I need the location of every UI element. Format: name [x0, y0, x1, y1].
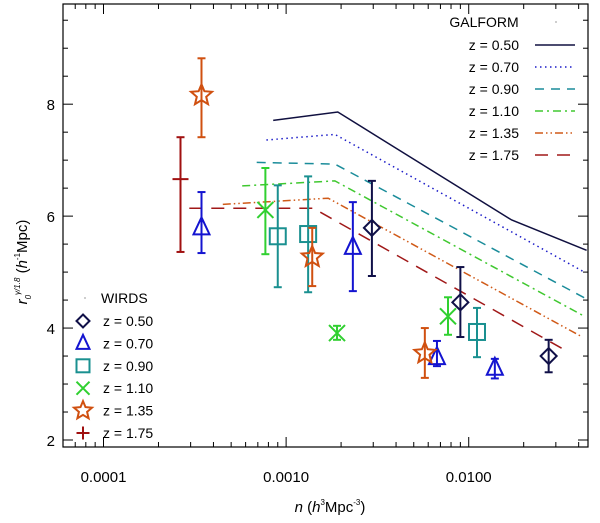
galform-legend-label: z = 1.75 [469, 147, 519, 163]
y-axis-h-exp: -1 [13, 252, 22, 260]
wirds-point [188, 57, 215, 139]
square-marker [75, 358, 91, 374]
galform-legend-label: z = 0.50 [469, 37, 519, 53]
wirds-point [450, 266, 470, 339]
triangle-marker [427, 344, 447, 366]
x-marker [328, 324, 346, 342]
wirds-point [256, 166, 275, 256]
x-axis-paren: ( [303, 499, 312, 516]
galform-line-110 [242, 180, 585, 317]
wirds-point [268, 184, 287, 289]
y-tick-label: 2 [47, 433, 55, 450]
data-points [172, 57, 559, 380]
x-marker [256, 201, 275, 219]
legend-dot [555, 21, 557, 23]
diamond-marker [450, 292, 470, 312]
y-tick-label: 6 [47, 209, 55, 226]
wirds-point [343, 201, 363, 293]
y-axis-h: h [14, 260, 31, 268]
wirds-legend-label: z = 1.10 [103, 380, 153, 396]
galform-line-135 [222, 197, 583, 338]
wirds-point [299, 226, 326, 288]
galform-legend-label: z = 0.70 [469, 59, 519, 75]
star-marker [299, 243, 326, 269]
galform-legend-label: z = 1.35 [469, 125, 519, 141]
wirds-point [539, 338, 559, 374]
model-lines [189, 111, 587, 351]
star-marker [188, 81, 215, 107]
square-marker [467, 322, 486, 341]
wirds-point [467, 306, 486, 359]
y-axis-var: r [14, 298, 31, 304]
x-axis-title: n (h3Mpc-3) [295, 498, 366, 516]
diamond-marker [539, 346, 559, 366]
wirds-point [411, 327, 438, 379]
wirds-point [427, 339, 447, 368]
y-tick-label: 8 [47, 97, 55, 114]
wirds-legend-label: z = 0.50 [103, 313, 153, 329]
legends: GALFORM z = 0.50 z = 0.70 z = 0.90 z = 1.10 z… [71, 14, 575, 441]
axis-ticks: 0.0001 0.0010 0.0100 2 4 6 8 [47, 4, 588, 486]
wirds-point [485, 355, 505, 380]
x-tick-label: 0.0010 [263, 469, 309, 486]
wirds-point [328, 324, 346, 342]
wirds-point [439, 296, 457, 336]
wirds-legend-title: WIRDS [101, 290, 148, 306]
x-axis-h-exp: 3 [320, 498, 325, 507]
wirds-legend-label: z = 1.75 [103, 425, 153, 441]
x-marker [439, 307, 457, 326]
wirds-legend-label: z = 0.70 [103, 335, 153, 351]
plot-frame [62, 3, 589, 448]
triangle-marker [191, 214, 212, 236]
wirds-point [299, 175, 318, 294]
triangle-marker [485, 355, 505, 376]
star-marker [71, 398, 95, 421]
square-marker [268, 227, 287, 246]
x-axis-close: ) [360, 499, 365, 516]
plus-marker [76, 426, 90, 440]
triangle-marker [343, 234, 363, 255]
y-tick-label: 4 [47, 321, 55, 338]
x-tick-label: 0.0100 [446, 469, 492, 486]
x-axis-h: h [312, 499, 320, 516]
diamond-marker [75, 313, 91, 329]
x-axis-var: n [295, 499, 303, 516]
x-axis-unit-exp: -3 [353, 498, 361, 507]
wirds-point [362, 179, 382, 278]
diamond-marker [362, 218, 382, 238]
plus-marker [172, 171, 189, 188]
triangle-marker [74, 332, 92, 350]
x-marker [75, 380, 91, 396]
legend-dot [84, 297, 86, 299]
y-axis-sub: 0 [24, 294, 33, 299]
x-tick-label: 0.0001 [81, 469, 127, 486]
galform-legend-title: GALFORM [449, 14, 518, 30]
x-axis-unit: Mpc [325, 499, 354, 516]
wirds-legend-label: z = 1.35 [103, 403, 153, 419]
wirds-point [191, 191, 212, 255]
y-axis-sup: γ/1.8 [13, 277, 22, 295]
wirds-point [172, 136, 189, 253]
galform-legend-label: z = 0.90 [469, 81, 519, 97]
star-marker [411, 339, 438, 365]
wirds-legend-label: z = 0.90 [103, 358, 153, 374]
y-axis-unit: Mpc [14, 224, 31, 253]
y-axis-title: r0γ/1.8 (h-1Mpc) [13, 220, 33, 305]
square-marker [299, 225, 318, 244]
galform-legend-label: z = 1.10 [469, 103, 519, 119]
y-axis-paren: ( [14, 268, 31, 277]
galform-line-050 [273, 111, 587, 251]
y-axis-close: ) [14, 220, 31, 225]
galform-line-175 [189, 207, 565, 351]
